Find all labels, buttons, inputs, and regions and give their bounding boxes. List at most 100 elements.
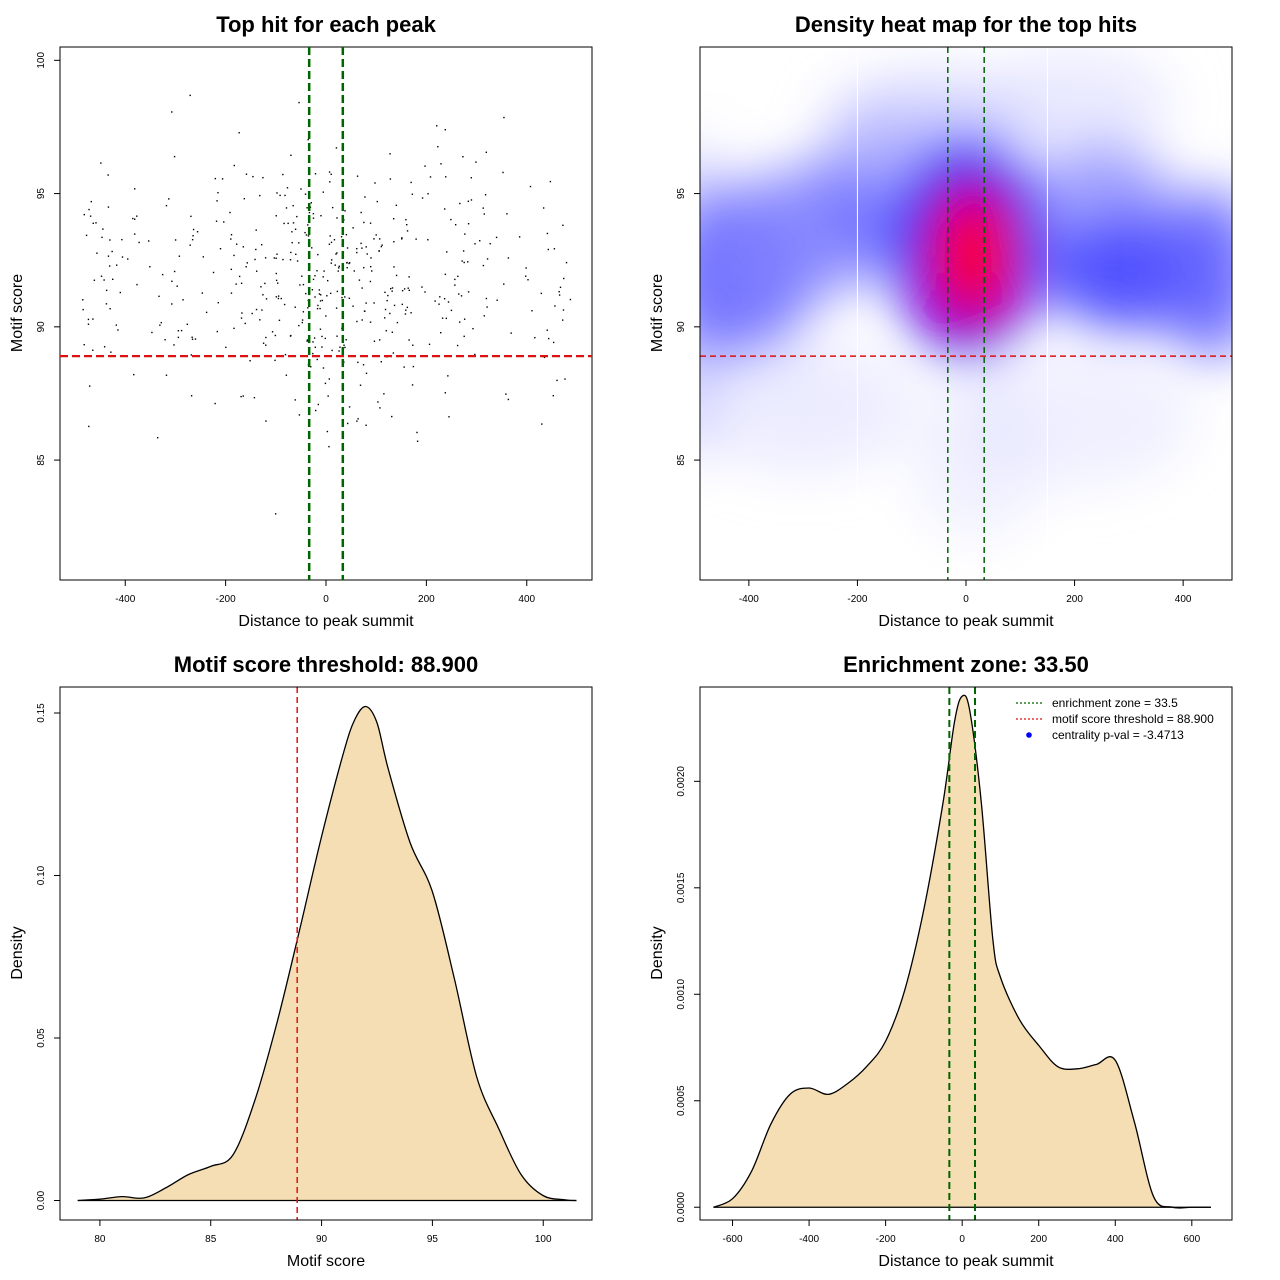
scatter-point [319, 328, 322, 330]
x-tick-label: 400 [518, 594, 535, 605]
scatter-point [287, 222, 289, 225]
scatter-point [384, 308, 387, 311]
scatter-x-axis: -400 -200 0 200 400 [115, 580, 536, 605]
scatter-point [489, 242, 491, 245]
scatter-point [547, 337, 550, 340]
scatter-point [324, 337, 327, 340]
scatter-point [165, 374, 168, 376]
scatter-point [330, 241, 333, 244]
scatter-point [296, 215, 298, 218]
scatter-point [345, 339, 347, 341]
y-tick-label: 90 [36, 321, 47, 333]
density-blob [934, 188, 1011, 322]
scatter-point [88, 425, 90, 428]
scatter-point [421, 197, 424, 199]
scatter-point [306, 339, 309, 341]
scatter-point [322, 191, 324, 193]
scatter-point [265, 420, 267, 422]
scatter-point [403, 288, 406, 290]
scatter-point [335, 147, 338, 149]
scatter-point [331, 206, 334, 209]
scatter-point [356, 320, 358, 323]
scatter-point [510, 332, 512, 334]
scatter-point [107, 206, 110, 208]
scatter-point [264, 282, 266, 285]
scatter-point [485, 151, 488, 154]
heatmap-area [700, 47, 1232, 580]
scatter-point [346, 247, 349, 249]
scatter-point [541, 423, 543, 425]
scatter-point [325, 315, 327, 317]
scatter-point [483, 213, 485, 215]
scatter-point [406, 230, 409, 232]
scatter-point [458, 293, 460, 295]
scatter-xlabel: Distance to peak summit [238, 613, 414, 630]
scatter-point [317, 403, 320, 406]
scatter-point [466, 261, 469, 263]
scatter-point [121, 256, 124, 258]
scatter-point [427, 193, 429, 195]
y-tick-label: 0.0020 [676, 766, 687, 797]
scatter-point [485, 297, 488, 300]
scatter-point [107, 255, 110, 257]
scatter-point [474, 353, 476, 356]
scatter-point [401, 289, 404, 292]
scatter-point [312, 341, 314, 343]
scatter-point [554, 305, 556, 307]
scatter-point [317, 304, 319, 307]
score-density-ylabel: Density [9, 926, 26, 979]
scatter-point [117, 329, 119, 331]
scatter-point [103, 346, 106, 348]
scatter-point [235, 243, 238, 245]
scatter-point [160, 321, 163, 324]
scatter-point [336, 217, 338, 219]
scatter-point [256, 270, 258, 272]
scatter-point [275, 272, 278, 275]
scatter-point [191, 338, 194, 340]
scatter-point [378, 250, 380, 252]
scatter-point [82, 299, 84, 301]
scatter-point [401, 238, 403, 240]
scatter-point [330, 259, 333, 261]
scatter-point [335, 307, 338, 309]
scatter-point [87, 318, 90, 321]
scatter-point [254, 258, 256, 261]
scatter-point [316, 307, 319, 310]
scatter-point [305, 234, 308, 236]
scatter-point [88, 385, 91, 387]
scatter-point [507, 398, 510, 401]
scatter-point [460, 295, 463, 297]
scatter-point [463, 261, 465, 264]
scatter-point [110, 351, 112, 353]
scatter-point [363, 266, 365, 269]
scatter-point [284, 353, 287, 356]
scatter-point [285, 207, 288, 209]
score-density-xlabel: Motif score [287, 1253, 365, 1270]
density-line [77, 705, 577, 1202]
scatter-point [328, 445, 330, 448]
scatter-point [444, 128, 447, 131]
scatter-point [230, 268, 233, 271]
scatter-point [392, 352, 395, 354]
scatter-point [182, 299, 184, 301]
scatter-point [534, 336, 536, 339]
scatter-point [416, 431, 418, 434]
legend-label-threshold: motif score threshold = 88.900 [1052, 712, 1214, 726]
scatter-point [178, 255, 181, 257]
enrichment-xlabel: Distance to peak summit [878, 1253, 1054, 1270]
scatter-point [274, 359, 276, 362]
scatter-point [285, 374, 288, 376]
scatter-point [173, 155, 176, 158]
scatter-point [380, 361, 383, 363]
scatter-point [136, 283, 138, 286]
density-area [77, 706, 577, 1201]
scatter-point [298, 414, 301, 416]
scatter-point [346, 422, 349, 425]
x-tick-label: -400 [739, 594, 759, 605]
scatter-point [359, 384, 362, 386]
scatter-point [352, 227, 354, 229]
scatter-point [318, 289, 321, 291]
scatter-point [174, 239, 177, 241]
scatter-point [373, 340, 376, 342]
x-tick-label: -600 [723, 1234, 743, 1245]
